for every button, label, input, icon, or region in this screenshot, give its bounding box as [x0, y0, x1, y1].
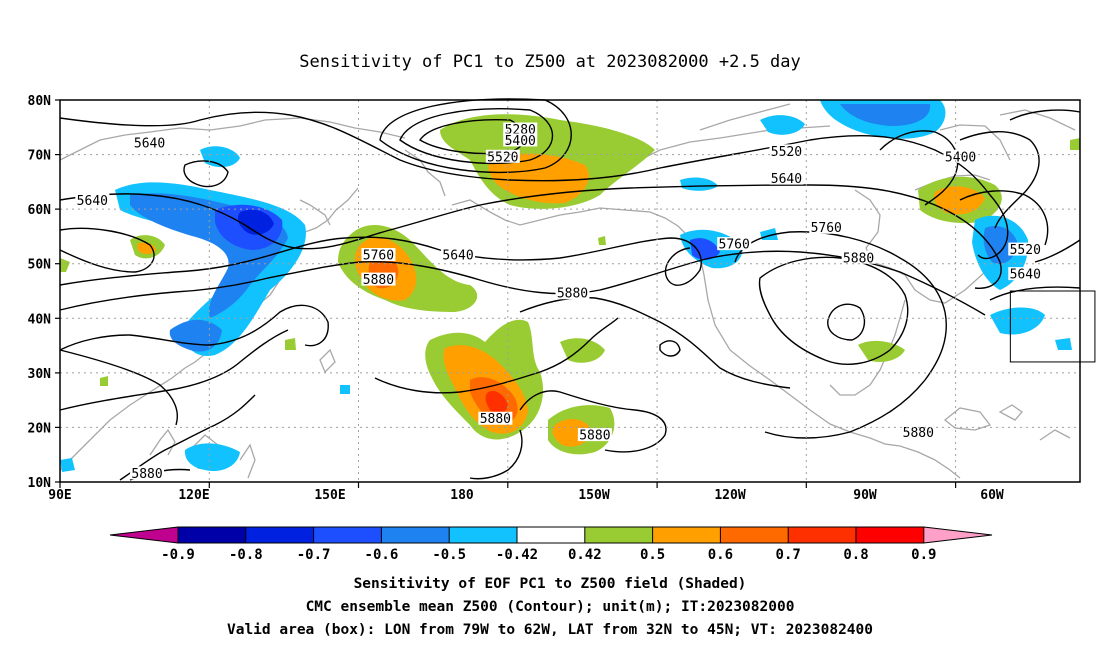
contour-label: 5760	[363, 249, 394, 264]
lat-tick-label: 20N	[28, 421, 52, 436]
colorbar-segment	[245, 527, 314, 543]
contour-label: 5520	[771, 145, 802, 160]
contour-label-background	[1008, 267, 1043, 281]
contour-label: 5760	[811, 221, 842, 236]
contour-label-background	[485, 149, 520, 163]
figure-title: Sensitivity of PC1 to Z500 at 2023082000…	[299, 52, 801, 72]
colorbar-segment	[381, 527, 450, 543]
lat-tick-label: 40N	[28, 312, 52, 327]
z500-contours	[59, 98, 1081, 481]
colorbar-label: -0.5	[432, 547, 466, 563]
colorbar-lower-extension	[110, 527, 178, 543]
valid-area-box	[1009, 290, 1096, 363]
contour-label-background	[577, 428, 612, 442]
lon-tick-label: 90W	[853, 488, 877, 503]
contour-label-background	[503, 122, 538, 136]
contour-label: 5640	[771, 172, 802, 187]
colorbar-label: -0.7	[297, 547, 331, 563]
colorbar: -0.9 -0.8 -0.7 -0.6 -0.5 -0.42 0.42 0.5 …	[109, 526, 993, 563]
contour-label-background	[75, 193, 110, 207]
colorbar-segment	[449, 527, 517, 543]
colorbar-segment	[584, 527, 653, 543]
lon-tick-label: 150W	[578, 488, 609, 503]
negative-sensitivity-areas	[60, 100, 1072, 472]
lon-tick-label: 180	[450, 488, 474, 503]
caption-line-1: Sensitivity of EOF PC1 to Z500 field (Sh…	[354, 576, 747, 592]
lon-tick-label: 150E	[314, 488, 345, 503]
contour-label-background	[361, 272, 396, 286]
contour-label: 5880	[363, 273, 394, 288]
colorbar-label: 0.5	[640, 547, 665, 563]
contour-label-background	[130, 466, 165, 480]
colorbar-label: 0.8	[843, 547, 868, 563]
lat-tick-label: 80N	[28, 94, 52, 109]
colorbar-segment	[178, 527, 246, 543]
contour-label-background	[478, 411, 513, 425]
contour-label: 5880	[579, 429, 610, 444]
lon-tick-label: 120W	[714, 488, 745, 503]
colorbar-segment	[652, 527, 721, 543]
caption-line-3: Valid area (box): LON from 79W to 62W, L…	[227, 622, 873, 638]
colorbar-segment	[517, 527, 585, 543]
contour-label-background	[769, 144, 804, 158]
lon-tick-label: 90E	[48, 488, 71, 503]
lat-tick-label: 50N	[28, 258, 52, 273]
map-frame	[59, 99, 1081, 483]
lon-tick-label: 60W	[980, 488, 1004, 503]
contour-label: 5880	[557, 287, 588, 302]
contour-label: 5640	[442, 249, 473, 264]
contour-label: 5640	[77, 194, 108, 209]
colorbar-label: -0.9	[161, 547, 195, 563]
colorbar-label: 0.6	[708, 547, 733, 563]
colorbar-segment	[720, 527, 789, 543]
positive-sensitivity-areas	[60, 114, 1080, 455]
caption-line-2: CMC ensemble mean Z500 (Contour); unit(m…	[306, 599, 795, 615]
contour-label: 5520	[1010, 243, 1041, 258]
colorbar-label: -0.6	[365, 547, 399, 563]
contour-label-background	[503, 133, 538, 147]
contour-label-background	[1008, 242, 1043, 256]
sensitivity-shading	[60, 100, 1080, 472]
lon-tick-label: 120E	[178, 488, 209, 503]
gridlines	[60, 100, 1080, 482]
contour-label-background	[132, 136, 167, 150]
contour-label: 5880	[480, 412, 511, 427]
contour-label: 5880	[843, 251, 874, 266]
contour-label: 5400	[505, 134, 536, 149]
lat-tick-label: 60N	[28, 203, 52, 218]
lat-tick-label: 30N	[28, 367, 52, 382]
lon-axis: 90E 120E 150E 180 150W 120W 90W 60W	[48, 482, 1004, 503]
contour-label-background	[943, 149, 978, 163]
colorbar-segment	[788, 527, 856, 543]
colorbar-upper-extension	[923, 527, 992, 543]
colorbar-label: 0.9	[911, 547, 936, 563]
contour-label-background	[769, 171, 804, 185]
contour-label: 5400	[945, 150, 976, 165]
colorbar-segment	[313, 527, 382, 543]
contour-label-background	[841, 250, 876, 264]
contour-label: 5640	[1010, 268, 1041, 283]
contour-label: 5760	[719, 238, 750, 253]
contour-label: 5880	[903, 426, 934, 441]
contour-label-background	[901, 425, 936, 439]
contour-label: 5880	[131, 467, 162, 482]
colorbar-label: -0.42	[496, 547, 538, 563]
contour-label-background	[717, 237, 752, 251]
colorbar-label: 0.7	[776, 547, 801, 563]
colorbar-label: -0.8	[229, 547, 263, 563]
lat-tick-label: 70N	[28, 149, 52, 164]
colorbar-label: 0.42	[568, 547, 602, 563]
contour-label-background	[361, 248, 396, 262]
contour-label-background	[809, 220, 844, 234]
contour-label-background	[441, 248, 476, 262]
lat-tick-label: 10N	[28, 476, 52, 491]
contour-label: 5640	[134, 137, 165, 152]
contour-label-background	[555, 286, 590, 300]
lat-axis: 80N 70N 60N 50N 40N 30N 20N 10N	[28, 94, 60, 491]
contour-label: 5520	[487, 150, 518, 165]
colorbar-segment	[856, 527, 924, 543]
